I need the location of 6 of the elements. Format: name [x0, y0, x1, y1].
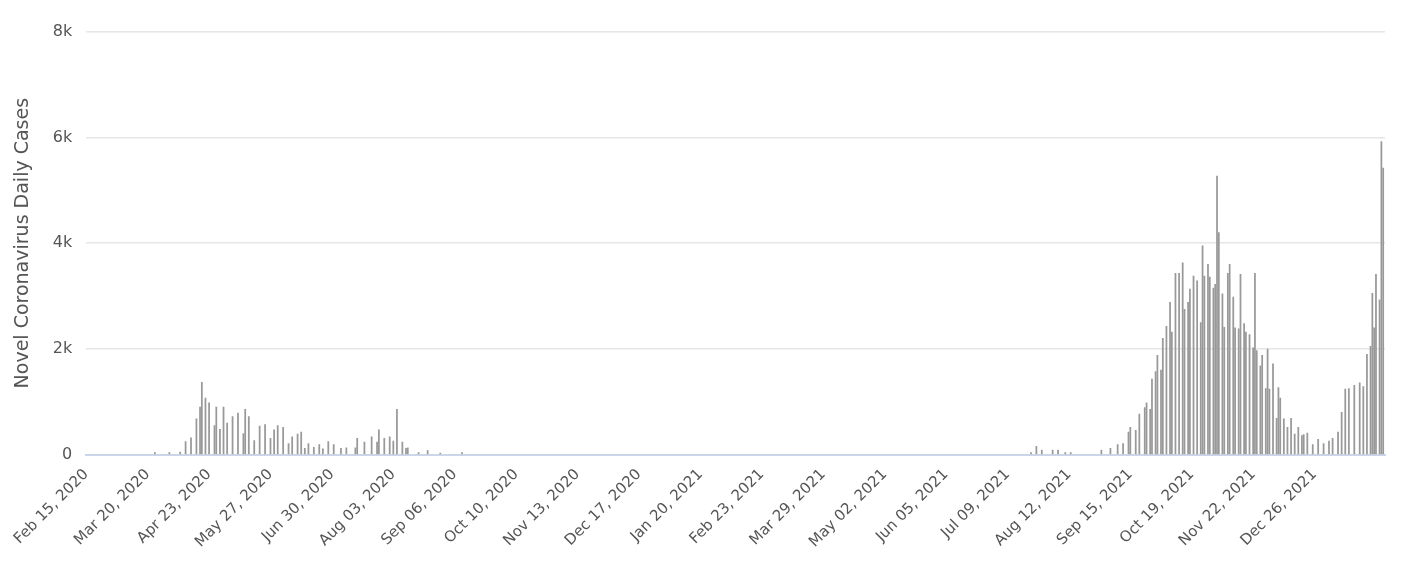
y-axis-title: Novel Coronavirus Daily Cases [10, 97, 33, 389]
y-tick-label: 0 [62, 443, 73, 463]
y-tick-label: 8k [52, 20, 73, 40]
y-tick-label: 6k [52, 126, 73, 146]
y-tick-label: 4k [52, 232, 73, 252]
y-tick-label: 2k [52, 338, 73, 358]
